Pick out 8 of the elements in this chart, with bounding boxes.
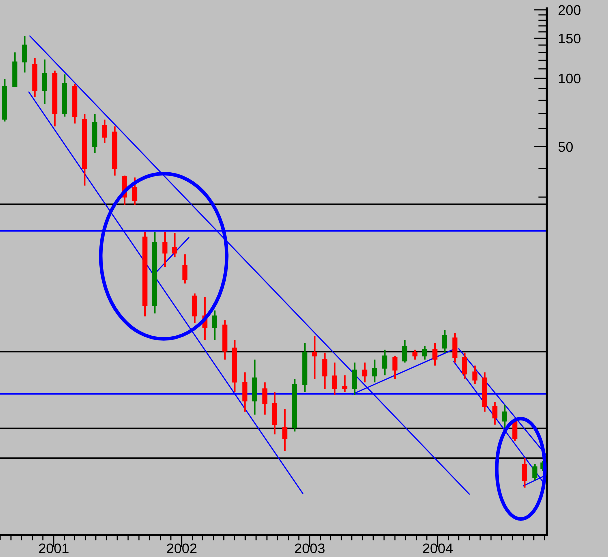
x-tick-label: 2004 — [423, 544, 454, 554]
x-tick-label: 2002 — [167, 544, 197, 554]
y-tick-label: 200 — [558, 5, 581, 16]
x-tick-label: 2003 — [295, 544, 325, 554]
y-tick-label: 50 — [558, 142, 574, 152]
x-tick-label: 2001 — [39, 544, 69, 554]
y-tick-label: 100 — [559, 74, 581, 84]
y-tick-label: 150 — [559, 34, 581, 44]
